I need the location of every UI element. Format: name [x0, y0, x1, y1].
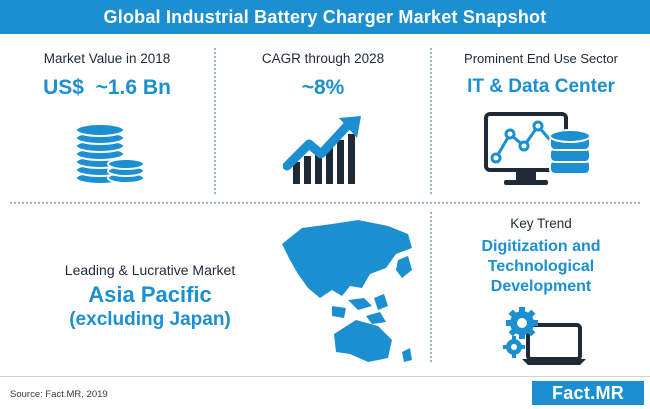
key-trend-value-line1: Digitization and: [481, 238, 601, 255]
page-title-text: Global Industrial Battery Charger Market…: [103, 6, 547, 27]
growth-chart-icon: [283, 116, 361, 184]
divider-horizontal: [10, 202, 640, 204]
lucrative-value-line2: (excluding Japan): [69, 309, 231, 330]
key-trend-label: Key Trend: [510, 216, 572, 231]
end-use-value: IT & Data Center: [467, 76, 615, 97]
key-trend-value-line2: Technological: [487, 258, 595, 275]
lucrative-label: Leading & Lucrative Market: [64, 262, 236, 278]
asia-pacific-map-icon: [282, 220, 412, 362]
factmr-logo: Fact.MR: [532, 381, 644, 405]
lucrative-value-line1: Asia Pacific: [88, 282, 212, 307]
key-trend-value-line3: Development: [490, 278, 592, 295]
cagr-label: CAGR through 2028: [261, 51, 385, 66]
end-use-label: Prominent End Use Sector: [464, 51, 618, 66]
gears-laptop-icon: [503, 307, 586, 365]
monitor-database-icon: [484, 112, 591, 185]
cagr-value: ~8%: [301, 76, 345, 99]
source-note: Source: Fact.MR, 2019: [10, 389, 108, 400]
market-value-value: US$ ~1.6 Bn: [43, 76, 171, 99]
market-value-label: Market Value in 2018: [43, 51, 171, 66]
factmr-logo-text: Fact.MR: [551, 382, 625, 403]
divider-vertical-3: [430, 212, 432, 362]
page-title: Global Industrial Battery Charger Market…: [0, 0, 650, 34]
footer-divider: [0, 376, 650, 377]
divider-vertical-1: [214, 48, 216, 194]
divider-vertical-2: [430, 48, 432, 194]
coins-stack-icon: [75, 123, 145, 185]
